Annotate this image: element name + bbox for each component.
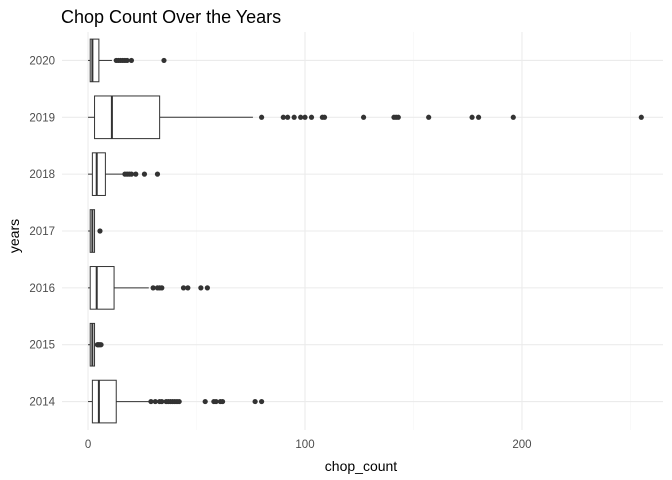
outlier-point — [202, 398, 208, 405]
outlier-point — [154, 171, 161, 177]
outlier-point — [124, 57, 130, 64]
outlier-point — [298, 114, 304, 120]
y-tick-label: 2014 — [29, 397, 55, 409]
outlier-point — [141, 171, 148, 177]
box-rect — [89, 266, 115, 310]
outlier-point — [285, 114, 291, 120]
box-2017 — [88, 209, 103, 253]
y-axis-title: years — [6, 219, 22, 253]
y-tick-label: 2015 — [29, 340, 55, 352]
outlier-point — [159, 398, 165, 405]
y-tick-label: 2017 — [29, 226, 55, 238]
outlier-point — [176, 398, 182, 405]
outlier-point — [198, 285, 204, 291]
x-tick-labels: 0 100 200 — [85, 439, 532, 451]
y-tick-label: 2019 — [29, 112, 55, 124]
box-2019 — [88, 95, 644, 140]
outlier-point — [395, 114, 401, 120]
outlier-point — [148, 398, 154, 405]
box-rect — [94, 95, 161, 140]
outlier-point — [97, 228, 103, 234]
outlier-point — [161, 57, 167, 64]
outlier-point — [475, 114, 482, 120]
outlier-point — [180, 285, 187, 291]
outlier-point — [321, 114, 328, 120]
chart-title: Chop Count Over the Years — [61, 7, 281, 27]
outlier-point — [308, 114, 315, 120]
box-rect — [91, 379, 117, 424]
outlier-point — [638, 114, 644, 120]
x-tick-label: 200 — [512, 439, 531, 451]
x-tick-label: 0 — [85, 439, 91, 451]
x-tick-label: 100 — [295, 439, 314, 451]
box-2016 — [88, 266, 210, 310]
outlier-point — [128, 57, 135, 64]
outlier-point — [259, 398, 265, 405]
x-axis-title: chop_count — [325, 458, 398, 474]
outlier-point — [133, 171, 139, 177]
outlier-point — [159, 285, 165, 291]
outlier-point — [213, 398, 219, 405]
boxes — [88, 38, 644, 424]
y-tick-labels: 2014 2015 2016 2017 2018 2019 2020 — [29, 55, 55, 408]
outlier-point — [469, 114, 475, 120]
outlier-point — [98, 342, 104, 348]
outlier-point — [259, 114, 265, 120]
outlier-point — [185, 285, 191, 291]
outlier-point — [152, 398, 158, 405]
outlier-point — [280, 114, 286, 120]
outlier-point — [426, 114, 432, 120]
box-2014 — [88, 379, 265, 424]
outlier-point — [252, 398, 258, 405]
y-tick-label: 2018 — [29, 169, 55, 181]
outlier-point — [510, 114, 516, 120]
outlier-point — [204, 285, 210, 291]
outlier-point — [219, 398, 226, 405]
box-rect — [89, 38, 100, 83]
box-2020 — [88, 38, 167, 83]
box-2018 — [88, 152, 161, 196]
box-rect — [91, 152, 106, 196]
outlier-point — [302, 114, 308, 120]
outlier-point — [360, 114, 367, 120]
y-tick-label: 2020 — [29, 55, 55, 67]
outlier-point — [128, 171, 135, 177]
box-2015 — [88, 322, 104, 367]
y-tick-label: 2016 — [29, 283, 55, 295]
outlier-point — [291, 114, 297, 120]
outlier-point — [150, 285, 156, 291]
grid — [62, 32, 663, 430]
